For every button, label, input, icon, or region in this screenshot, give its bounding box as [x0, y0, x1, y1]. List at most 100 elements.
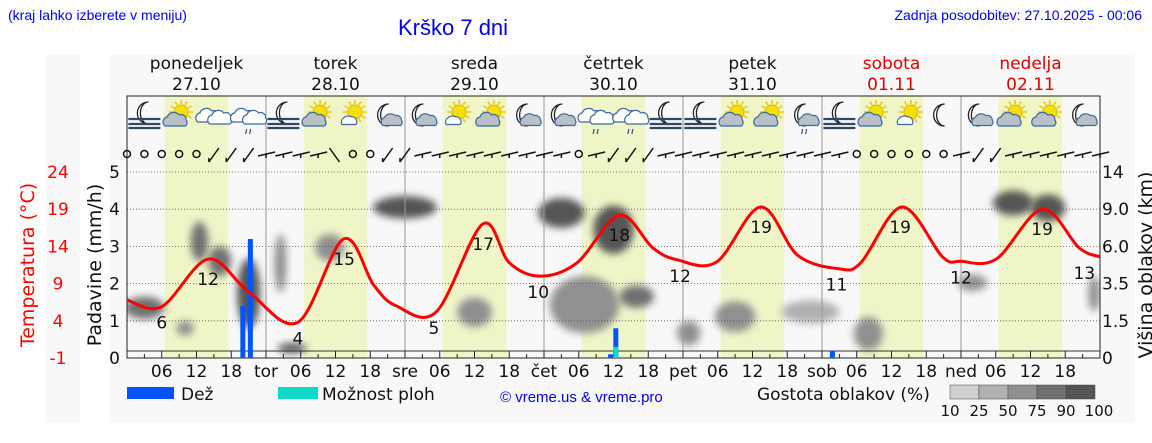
sun-ray: [497, 101, 501, 106]
sun-cloud-icon: [857, 100, 889, 127]
day-date: 30.10: [589, 75, 638, 95]
showers-bar: [613, 346, 619, 358]
sun-ray: [775, 101, 779, 106]
cloud-icon: [753, 111, 779, 127]
rain-drop-icon: [627, 128, 630, 135]
cloud-density-step-label: 75: [1027, 402, 1046, 420]
sun-ray: [1056, 115, 1061, 119]
x-tick-label: 06: [568, 362, 590, 382]
wind-calm-icon: [140, 149, 149, 159]
sun-ray: [726, 105, 731, 109]
wind-calm-icon: [348, 149, 358, 159]
cloud-height-tick-label: 0: [1102, 349, 1113, 369]
showers-legend-label: Možnost ploh: [322, 385, 435, 405]
wind-barb-icon: [972, 147, 984, 163]
x-tick-label: 18: [637, 362, 659, 382]
precip-tick-label: 5: [109, 163, 120, 183]
day-name: petek: [728, 54, 776, 74]
sun-ray: [1039, 105, 1044, 109]
precip-tick-label: 4: [109, 200, 120, 220]
sun-ray: [187, 115, 192, 119]
x-tick-label: 06: [846, 362, 868, 382]
wind-barb-icon: [225, 147, 237, 163]
cloud-icon: [475, 111, 501, 127]
cloud-height-tick-label: 3.5: [1102, 275, 1129, 295]
cloud-icon: [444, 115, 462, 126]
rain-drop-icon: [244, 128, 248, 135]
rain-legend-swatch: [127, 387, 174, 399]
sun-ray: [462, 101, 466, 106]
rain-bar: [608, 354, 614, 358]
cloud-blob: [619, 285, 655, 308]
precip-tick-label: 0: [109, 349, 120, 369]
day-date: 27.10: [172, 75, 221, 95]
temp-value-label: 12: [669, 267, 691, 287]
cloud-blob: [190, 221, 209, 262]
sun-ray: [730, 101, 734, 106]
sun-ray: [778, 115, 783, 119]
moon-cloud-icon: [411, 103, 438, 127]
precip-tick-label: 3: [109, 237, 120, 257]
cloud-icon: [519, 113, 542, 127]
x-tick-label: 06: [985, 362, 1007, 382]
cloud-blob: [176, 320, 194, 336]
sun-ray: [869, 101, 873, 106]
day-abbr-label: pet: [669, 362, 697, 382]
wind-barb-icon: [607, 147, 620, 163]
sun-ray: [917, 105, 922, 109]
x-tick-label: 18: [776, 362, 798, 382]
day-name: sreda: [451, 54, 498, 74]
wind-calm-icon: [922, 149, 931, 159]
sun-ray: [462, 118, 466, 123]
cloud-height-tick-label: 6.0: [1102, 237, 1129, 257]
sun-ray: [500, 115, 505, 119]
sun-ray: [743, 115, 748, 119]
sun-ray: [323, 101, 327, 106]
sun-ray: [465, 105, 470, 109]
temp-tick-label: 24: [47, 163, 69, 183]
sun-ray: [326, 105, 331, 109]
sun-ray: [448, 105, 453, 109]
sun-ray: [348, 101, 352, 106]
cloud-rain-icon: [229, 107, 268, 135]
cloud-density-swatch: [1036, 384, 1067, 400]
rain-drop-icon: [631, 128, 634, 135]
rain-drop-icon: [248, 128, 252, 135]
sun-ray: [452, 101, 456, 106]
cloud-density-legend-title: Gostota oblakov (%): [757, 385, 930, 405]
cloud-density-step-label: 100: [1085, 402, 1114, 420]
sun-ray: [1008, 101, 1012, 106]
rain-drop-icon: [596, 128, 599, 135]
cloud-rain-icon: [612, 107, 650, 135]
wind-calm-icon: [574, 149, 583, 159]
rain-bar: [613, 328, 619, 358]
rain-drop-icon: [804, 128, 808, 135]
day-date: 28.10: [311, 75, 360, 95]
cloud-blob: [1088, 276, 1100, 312]
x-tick-label: 12: [186, 362, 208, 382]
cloud-density-swatch: [1007, 384, 1038, 400]
wind-calm-icon: [174, 149, 184, 159]
sun-ray: [313, 101, 317, 106]
temp-value-label: 19: [750, 218, 772, 238]
sun-small-cloud-icon: [340, 100, 367, 126]
rain-bar: [829, 350, 835, 358]
sun-ray: [500, 105, 505, 109]
cloud-icon: [857, 111, 883, 127]
cloud-blob: [457, 297, 492, 327]
temp-value-label: 13: [1074, 264, 1096, 284]
sun-cloud-icon: [162, 100, 194, 127]
sun-ray: [487, 101, 491, 106]
daylight-band: [303, 96, 368, 358]
wind-barb-icon: [642, 147, 654, 163]
cloud-icon: [415, 113, 438, 127]
sun-cloud-icon: [301, 100, 333, 127]
sun-ray: [187, 105, 192, 109]
precip-axis-title: Padavine (mm/h): [84, 184, 106, 347]
cloud-density-step-label: 50: [998, 402, 1017, 420]
wind-calm-icon: [122, 149, 132, 159]
day-name: četrtek: [583, 54, 644, 74]
cloud-blob: [593, 205, 634, 254]
x-tick-label: 06: [290, 362, 312, 382]
temp-value-label: 15: [333, 250, 355, 270]
